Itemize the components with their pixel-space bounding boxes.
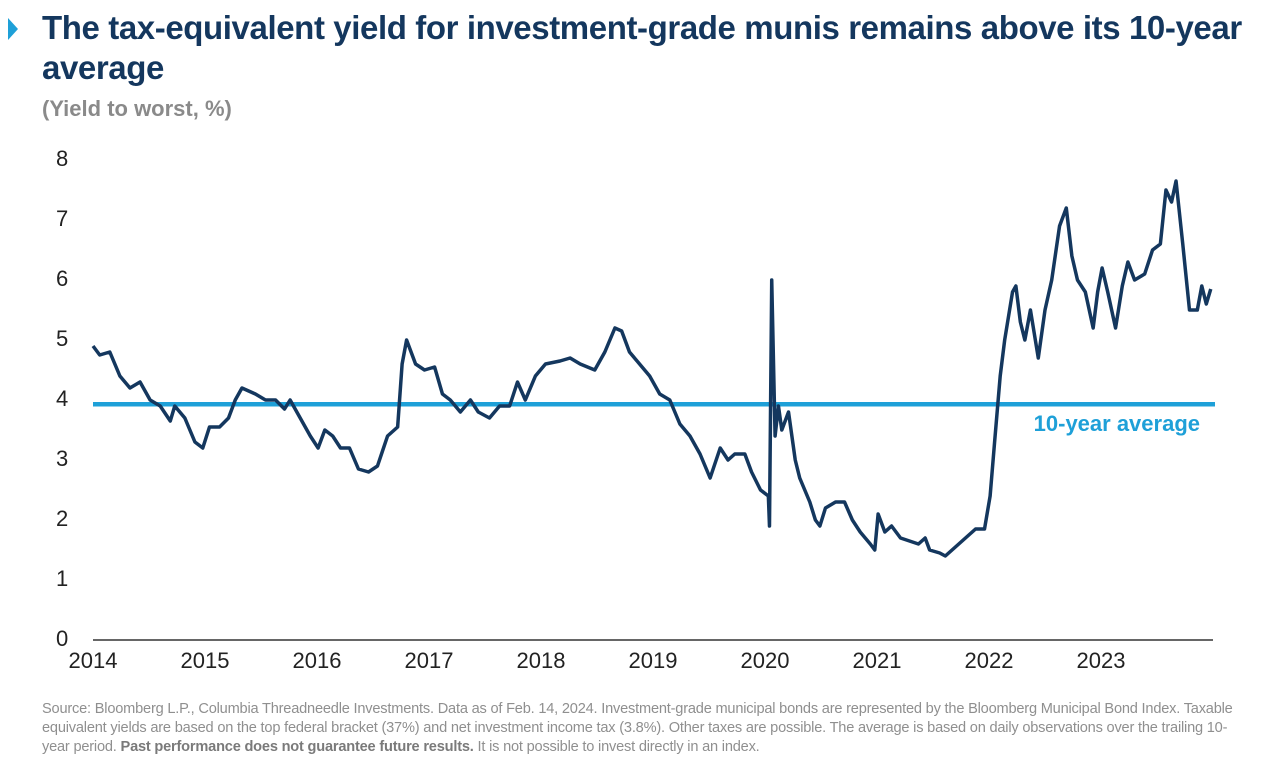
y-tick-label: 1 [56, 566, 68, 591]
x-tick-label: 2016 [293, 648, 342, 673]
y-tick-label: 3 [56, 446, 68, 471]
x-tick-label: 2019 [629, 648, 678, 673]
disclaimer: Past performance does not guarantee futu… [120, 739, 474, 755]
title-icon [8, 18, 18, 40]
x-tick-label: 2022 [965, 648, 1014, 673]
y-tick-label: 8 [56, 146, 68, 171]
chart-title: The tax-equivalent yield for investment-… [42, 9, 1242, 86]
chart-subtitle: (Yield to worst, %) [42, 96, 232, 121]
chart: 0 1 2 3 4 5 6 7 8 2014 2015 2016 2017 2018 2019 2020 202… [56, 146, 1215, 673]
x-tick-label: 2017 [405, 648, 454, 673]
source-text: Source: Bloomberg L.P., Columbia Threadn… [42, 701, 1233, 755]
y-tick-label: 2 [56, 506, 68, 531]
y-tick-label: 5 [56, 326, 68, 351]
source-text: It is not possible to invest directly in… [477, 739, 760, 755]
data-line [91, 179, 1213, 558]
y-tick-label: 7 [56, 206, 68, 231]
x-tick-label: 2014 [69, 648, 118, 673]
x-tick-label: 2021 [853, 648, 902, 673]
y-tick-label: 4 [56, 386, 68, 411]
x-tick-label: 2020 [741, 648, 790, 673]
source-note: Source: Bloomberg L.P., Columbia Threadn… [42, 700, 1242, 757]
x-tick-label: 2023 [1077, 648, 1126, 673]
reference-label: 10-year average [1034, 411, 1200, 436]
x-tick-label: 2018 [517, 648, 566, 673]
x-tick-label: 2015 [181, 648, 230, 673]
y-tick-label: 6 [56, 266, 68, 291]
y-tick-label: 0 [56, 626, 68, 651]
